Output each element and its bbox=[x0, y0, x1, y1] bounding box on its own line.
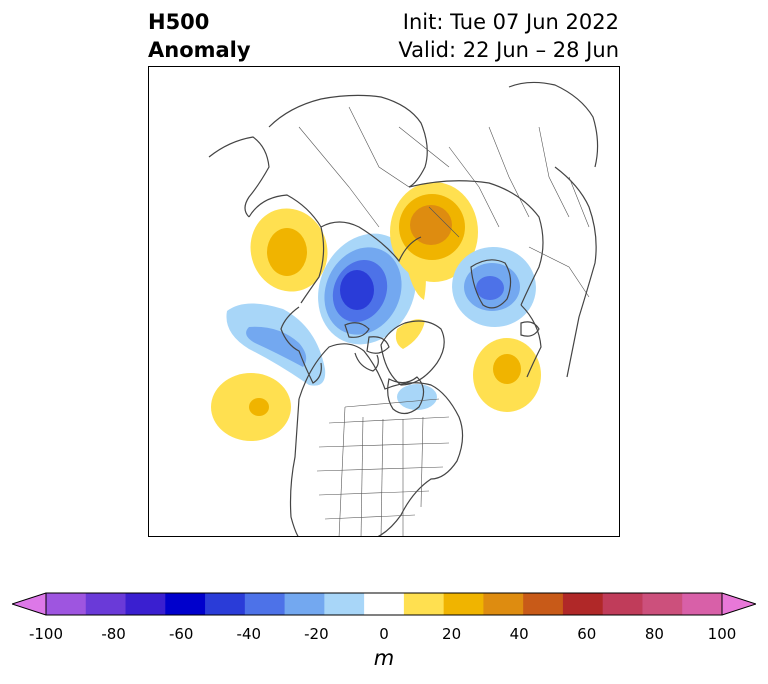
colorbar-cell bbox=[562, 593, 604, 615]
title-variable: H500 bbox=[148, 10, 210, 34]
colorbar-cell bbox=[324, 593, 365, 615]
anomaly-arctic-core bbox=[340, 270, 374, 310]
colorbar-cell bbox=[483, 593, 524, 615]
colorbar-cell bbox=[443, 593, 484, 615]
coastlines bbox=[208, 81, 599, 536]
anomaly-bering-mid bbox=[246, 326, 307, 367]
colorbar-cell bbox=[284, 593, 325, 615]
colorbar-tick-label: -60 bbox=[168, 625, 194, 643]
colorbar-cell bbox=[165, 593, 206, 615]
colorbar-cell bbox=[244, 593, 286, 615]
anomaly-map bbox=[148, 66, 620, 537]
colorbar-under-arrow bbox=[12, 593, 46, 615]
colorbar-tick-label: 0 bbox=[379, 625, 389, 643]
colorbar-unit-label: m bbox=[373, 646, 395, 670]
colorbar-tick-label: 80 bbox=[644, 625, 664, 643]
colorbar-over-arrow bbox=[722, 593, 756, 615]
colorbar-cell bbox=[205, 593, 246, 615]
map-title: H500 Anomaly bbox=[148, 8, 251, 64]
colorbar-tick-label: 20 bbox=[442, 625, 462, 643]
colorbar-arrow-outline-left bbox=[12, 592, 47, 616]
anomaly-barents-tail bbox=[405, 252, 426, 300]
colorbar-arrow-outline-right bbox=[721, 592, 756, 616]
colorbar-tick-label: 60 bbox=[577, 625, 597, 643]
colorbar-tick-label: -40 bbox=[236, 625, 262, 643]
map-dates: Init: Tue 07 Jun 2022 Valid: 22 Jun – 28… bbox=[398, 8, 619, 64]
anomaly-barents-core bbox=[410, 205, 452, 245]
colorbar-tick-label: 40 bbox=[509, 625, 529, 643]
colorbar-cell bbox=[602, 593, 643, 615]
anomaly-north-pacific-core bbox=[249, 398, 269, 416]
colorbar bbox=[12, 592, 756, 616]
anomaly-north-atlantic-core bbox=[493, 354, 521, 384]
valid-range: Valid: 22 Jun – 28 Jun bbox=[398, 38, 619, 62]
borders bbox=[298, 106, 590, 536]
init-date: Init: Tue 07 Jun 2022 bbox=[402, 10, 619, 34]
anomaly-east-siberia-core bbox=[267, 228, 307, 276]
title-field: Anomaly bbox=[148, 38, 251, 62]
colorbar-cell bbox=[125, 593, 166, 615]
colorbar-tick-label: 100 bbox=[707, 625, 737, 643]
colorbar-cell bbox=[682, 593, 723, 615]
map-canvas bbox=[208, 81, 599, 536]
colorbar-cell bbox=[523, 593, 564, 615]
anomaly-fills bbox=[211, 182, 541, 441]
colorbar-tick-label: -20 bbox=[304, 625, 329, 643]
colorbar-tick-label: -100 bbox=[28, 625, 64, 643]
anomaly-greenland bbox=[395, 319, 425, 349]
colorbar-tick-label: -80 bbox=[101, 625, 126, 643]
colorbar-cell bbox=[85, 593, 127, 615]
colorbar-cell bbox=[642, 593, 683, 615]
anomaly-scandinavia-inner bbox=[476, 276, 504, 300]
colorbar-outline bbox=[45, 592, 723, 616]
colorbar-cell bbox=[403, 593, 445, 615]
colorbar-cell bbox=[364, 593, 405, 615]
anomaly-hudson bbox=[397, 384, 437, 410]
colorbar-cell bbox=[46, 593, 87, 615]
colorbar-cells bbox=[46, 593, 723, 615]
